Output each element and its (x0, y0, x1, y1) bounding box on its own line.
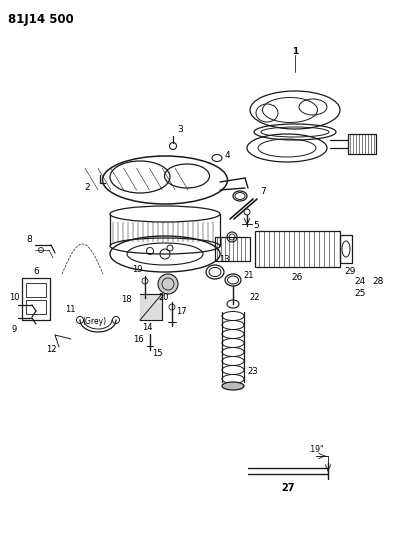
Text: 28: 28 (372, 277, 384, 286)
Text: 16: 16 (134, 335, 144, 344)
Text: 7: 7 (260, 187, 266, 196)
Text: 24: 24 (354, 277, 366, 286)
Text: 26: 26 (291, 272, 303, 281)
Text: 27: 27 (281, 483, 295, 493)
Text: 1: 1 (292, 47, 298, 56)
Bar (215, 237, 250, 261)
Bar (255, 231, 340, 267)
Polygon shape (140, 294, 162, 320)
Ellipse shape (222, 382, 244, 390)
Text: 18: 18 (121, 295, 132, 304)
Text: 21: 21 (243, 271, 253, 280)
Text: 81J14 500: 81J14 500 (8, 13, 74, 26)
Text: 23: 23 (247, 367, 258, 376)
Text: 20: 20 (159, 294, 169, 303)
Text: 17: 17 (176, 308, 187, 317)
Text: 19: 19 (132, 265, 143, 274)
Text: 11: 11 (65, 305, 76, 314)
Text: 29: 29 (344, 266, 355, 276)
Text: 3: 3 (177, 125, 183, 134)
Text: 5: 5 (253, 222, 259, 230)
Text: 22: 22 (249, 294, 260, 303)
Text: 6: 6 (33, 266, 39, 276)
Text: 12: 12 (46, 344, 56, 353)
Text: 14: 14 (142, 324, 152, 333)
Bar (26, 283, 46, 297)
Text: 25: 25 (354, 288, 366, 297)
Text: 4: 4 (225, 150, 230, 159)
Bar (348, 134, 376, 154)
Text: 9: 9 (11, 326, 17, 335)
Text: (Grey): (Grey) (82, 318, 106, 327)
Text: 10: 10 (9, 293, 19, 302)
Text: .19": .19" (308, 446, 323, 455)
Text: 8: 8 (26, 235, 32, 244)
Circle shape (158, 274, 178, 294)
Bar (26, 300, 46, 314)
Text: 2: 2 (84, 183, 90, 192)
Text: 15: 15 (152, 350, 162, 359)
Bar (22, 278, 50, 320)
Text: 13: 13 (219, 255, 230, 264)
Bar (340, 235, 352, 263)
